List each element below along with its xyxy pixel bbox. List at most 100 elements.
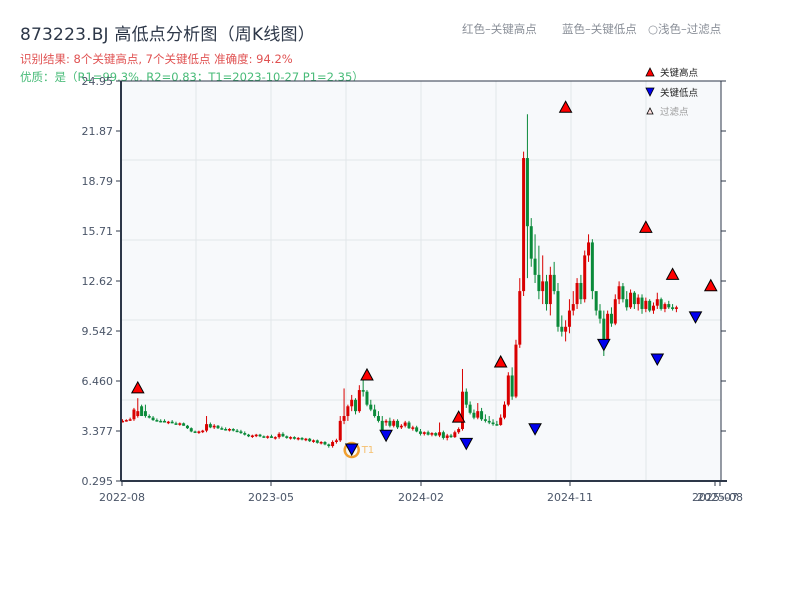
candle-body <box>304 438 308 441</box>
candle-body <box>216 425 220 429</box>
legend-red-high: 红色–关键高点 <box>462 22 537 36</box>
candle-body <box>663 304 667 309</box>
legend-low-icon <box>645 87 655 97</box>
candle-body <box>606 313 610 340</box>
y-tick-label: 15.71 <box>82 225 114 238</box>
candle-body <box>220 428 224 430</box>
candle-body <box>350 399 354 407</box>
key-low-marker-icon <box>528 423 542 436</box>
candle-body <box>231 429 235 431</box>
candle-body <box>243 433 247 435</box>
candle-body <box>545 281 549 305</box>
candle-body <box>583 255 587 300</box>
candle-body <box>159 420 163 423</box>
candle-body <box>155 420 159 422</box>
candle-body <box>522 158 526 292</box>
candle-body <box>537 274 541 292</box>
candle-body <box>342 416 346 421</box>
candle-body <box>373 409 377 417</box>
candle-body <box>323 441 327 445</box>
candle-body <box>205 424 209 431</box>
x-tick-label: 2023-05 <box>248 491 294 504</box>
legend-filtered-label: 过滤点 <box>660 106 689 118</box>
candle-body <box>380 420 384 431</box>
candle-body <box>315 440 319 443</box>
candle-body <box>403 422 407 426</box>
candle-body <box>376 416 380 421</box>
candle-body <box>132 409 136 420</box>
candle-body <box>128 419 132 421</box>
t1-ring-icon <box>343 441 360 459</box>
candle-body <box>529 226 533 259</box>
candle-body <box>399 425 403 428</box>
axes: 0.295 3.377 6.460 9.542 12.62 15.71 18.79 21.87… <box>82 75 743 504</box>
candle-body <box>483 419 487 421</box>
candle-body <box>468 404 472 413</box>
candle-body <box>518 291 522 345</box>
key-high-marker-icon <box>451 410 466 423</box>
gridlines <box>121 81 721 481</box>
candle-body <box>651 305 655 311</box>
key-point-markers: T1 <box>130 100 718 459</box>
candle-body <box>357 390 361 412</box>
candle-body <box>147 416 151 418</box>
candle-body <box>464 391 468 405</box>
candle-body <box>617 286 621 300</box>
candle-body <box>560 326 564 332</box>
candle-body <box>445 435 449 438</box>
candle-body <box>319 441 323 444</box>
candle-body <box>476 411 480 418</box>
legend-high-icon <box>645 67 655 77</box>
candle-body <box>594 291 598 311</box>
candle-body <box>269 436 273 438</box>
candle-body <box>227 429 231 431</box>
candle-body <box>185 425 189 429</box>
candle-body <box>392 420 396 426</box>
candle-body <box>453 432 457 438</box>
candle-body <box>197 431 201 433</box>
candle-body <box>174 423 178 425</box>
candle-body <box>247 434 251 437</box>
candle-body <box>506 375 510 405</box>
candle-body <box>143 411 147 417</box>
candle-body <box>648 300 652 311</box>
key-low-marker-icon <box>344 443 359 457</box>
candle-body <box>499 417 503 425</box>
candle-body <box>636 297 640 305</box>
candle-body <box>292 437 296 439</box>
chart-legend: 关键高点 关键低点 过滤点 <box>645 67 699 118</box>
candle-body <box>254 434 258 437</box>
candle-body <box>312 440 315 442</box>
candle-body <box>426 432 430 435</box>
x-tick-label: 2022-08 <box>99 491 145 504</box>
candle-body <box>533 258 537 275</box>
candle-body <box>331 441 335 447</box>
candle-body <box>361 390 365 392</box>
candle-body <box>369 404 373 410</box>
candle-body <box>224 429 228 431</box>
y-tick-label: 12.62 <box>82 275 114 288</box>
legend-high-label: 关键高点 <box>660 67 699 79</box>
candle-body <box>629 292 633 308</box>
candle-body <box>460 391 464 430</box>
y-tick-label: 21.87 <box>82 125 114 138</box>
key-high-marker-icon <box>665 267 680 280</box>
candle-body <box>124 420 128 422</box>
candle-body <box>487 420 491 423</box>
candle-body <box>640 297 644 309</box>
candle-body <box>140 406 144 417</box>
y-tick-label: 9.542 <box>82 325 114 338</box>
key-low-marker-icon <box>459 437 474 451</box>
candle-body <box>208 424 212 428</box>
candle-body <box>300 437 304 440</box>
candle-body <box>189 428 193 432</box>
candle-body <box>579 282 583 300</box>
candle-body <box>308 438 312 442</box>
x-tick-label: 2024-02 <box>398 491 444 504</box>
candle-body <box>266 436 270 438</box>
candle-body <box>571 304 575 311</box>
candle-body <box>625 299 629 308</box>
y-tick-label: 24.95 <box>82 75 114 88</box>
candle-body <box>285 436 289 438</box>
legend-blue-low: 蓝色–关键低点 <box>562 22 637 36</box>
